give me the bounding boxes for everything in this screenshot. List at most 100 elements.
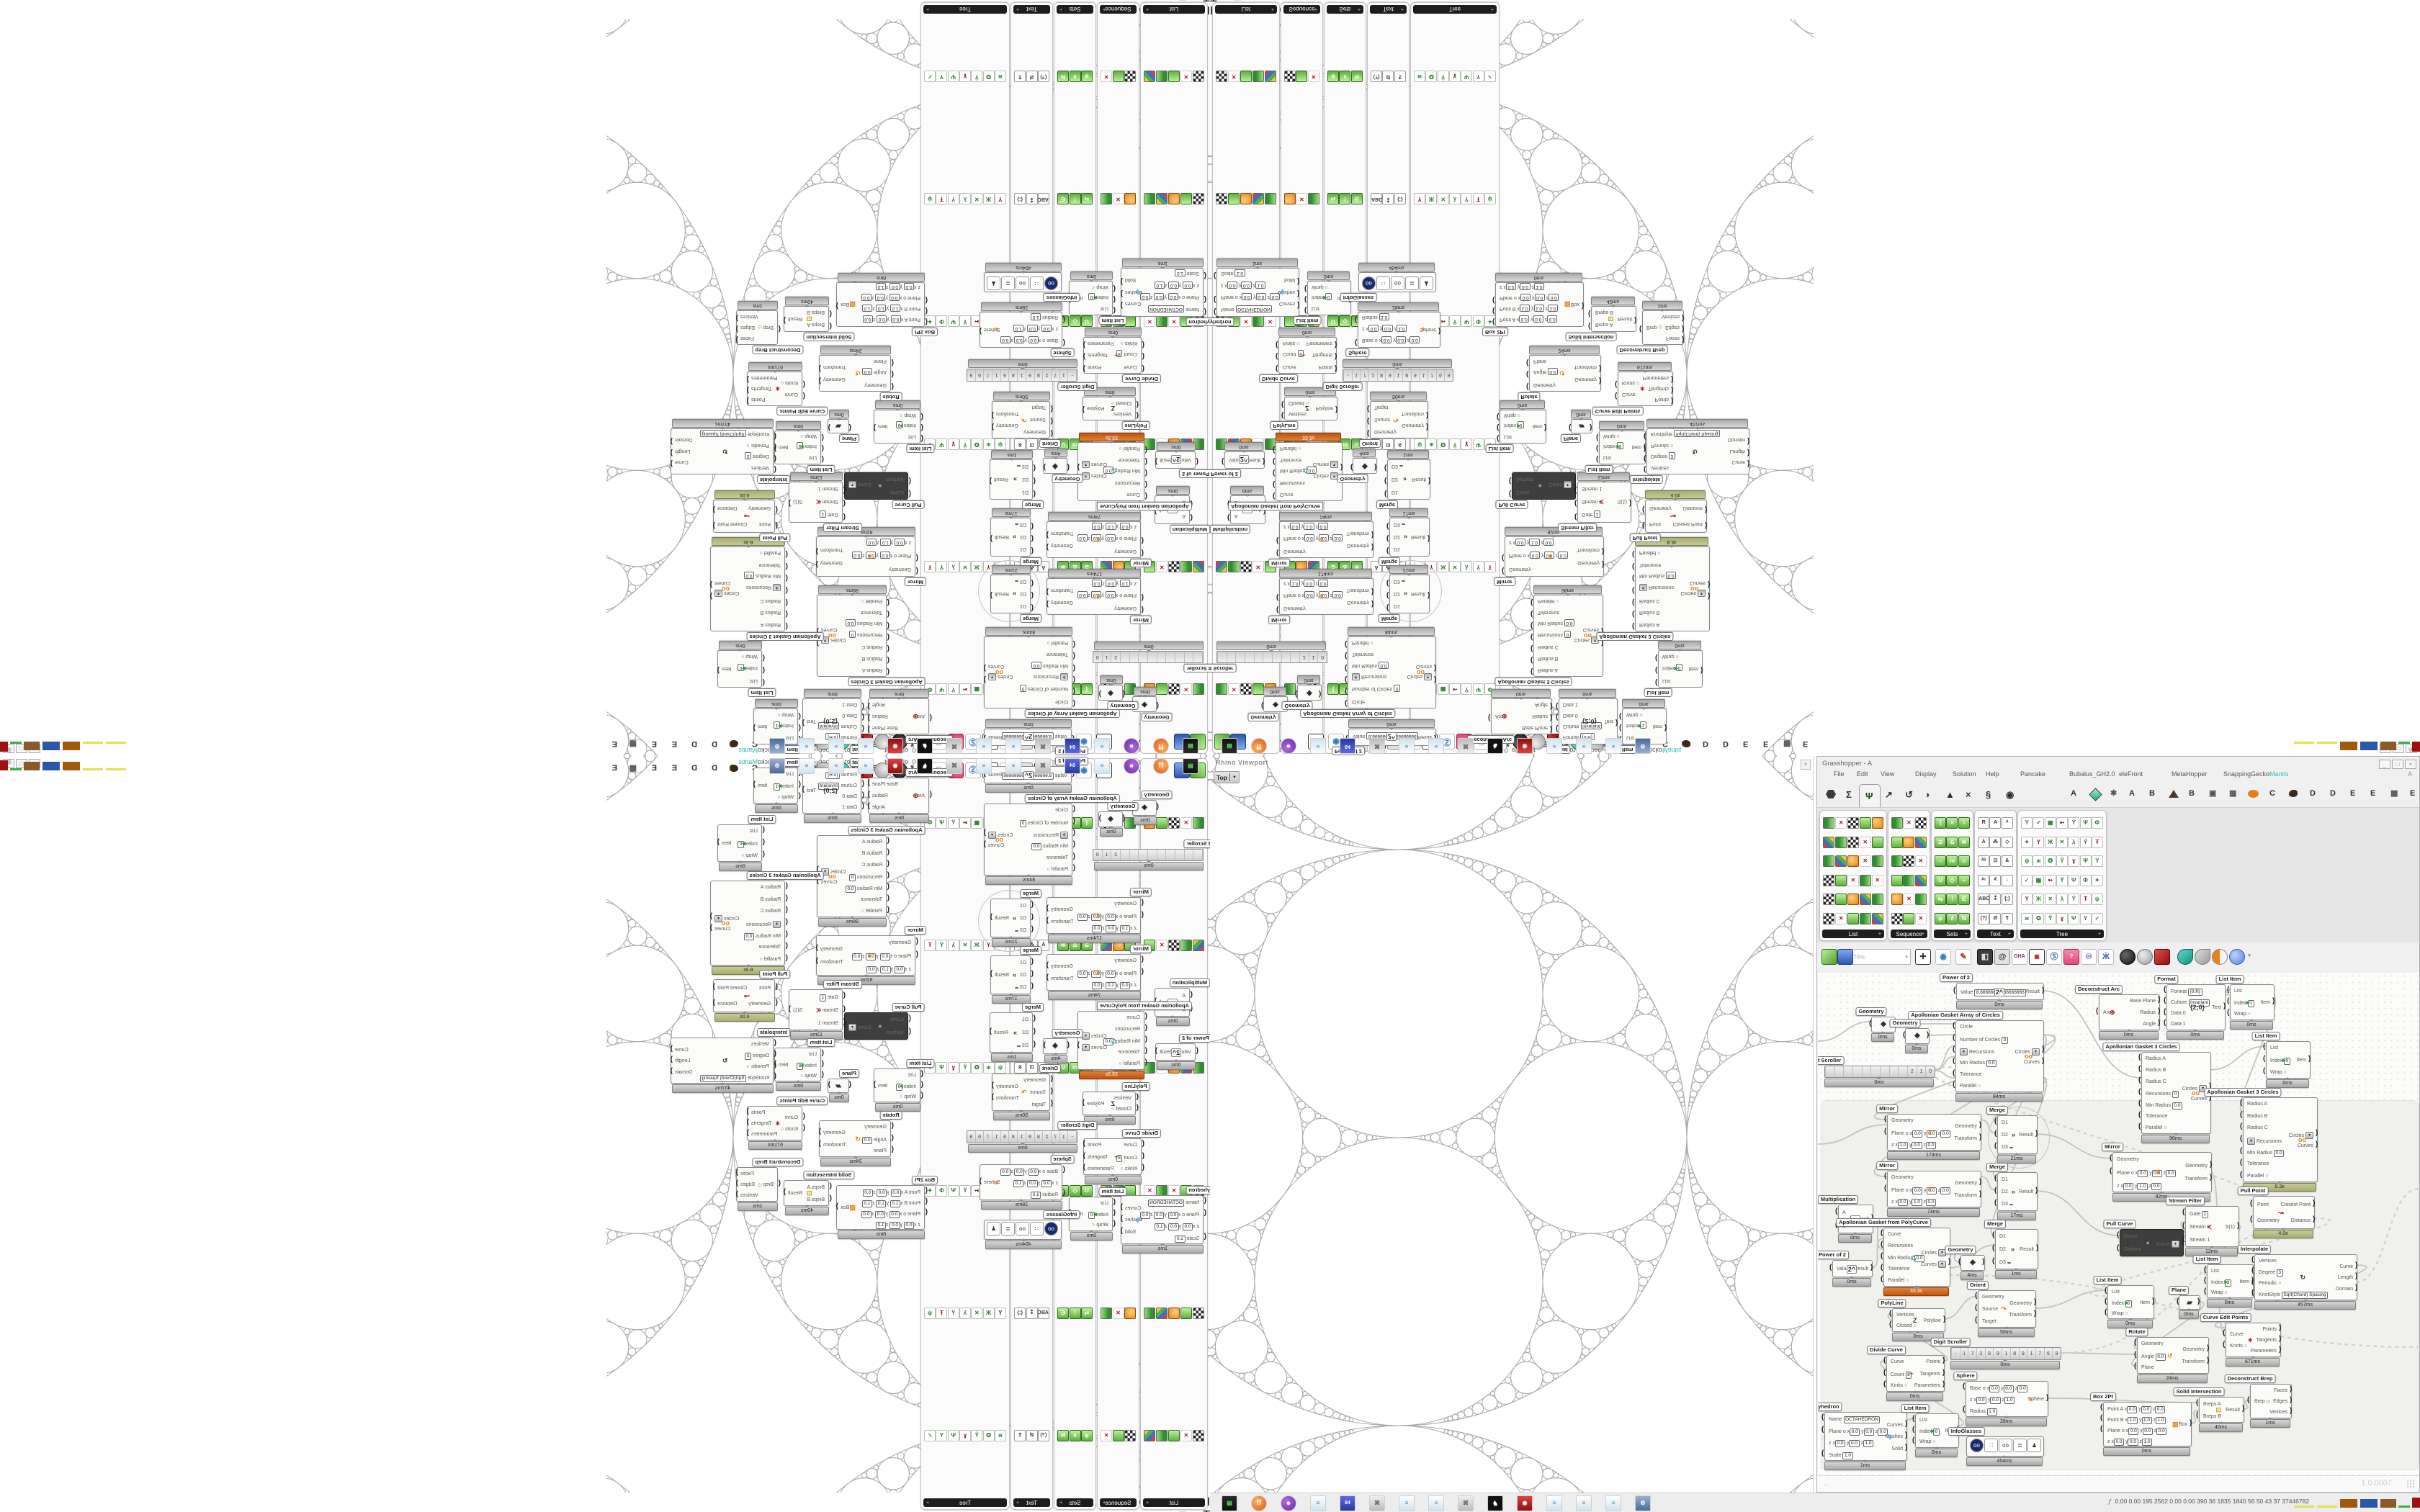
palette-icon[interactable]: ◇ (1339, 315, 1351, 328)
notepad-icon[interactable]: ≡ (1094, 758, 1110, 774)
port-icon[interactable]: ( (887, 906, 889, 914)
component-body[interactable]: Value 8.66666666666666666Result2^ (984, 729, 1072, 746)
port-icon[interactable]: ( (1072, 816, 1075, 825)
port-icon[interactable]: ( (925, 1197, 928, 1205)
palette-icon[interactable]: Ψ (1472, 683, 1484, 695)
port-icon[interactable]: ) (1927, 1031, 1930, 1039)
port-icon[interactable]: ( (1276, 364, 1278, 372)
palette-icon[interactable] (1914, 817, 1927, 829)
port-icon[interactable]: ( (1883, 1368, 1886, 1377)
port-icon[interactable]: ) (670, 437, 673, 446)
port-icon[interactable]: ( (920, 413, 923, 421)
gray-leaf-icon[interactable] (2195, 949, 2210, 965)
port-icon[interactable]: ( (1142, 1151, 1144, 1160)
port-icon[interactable]: ( (1141, 593, 1144, 602)
digit-cell[interactable] (1226, 652, 1236, 662)
port-icon[interactable]: ( (1142, 352, 1144, 361)
tab-plugin-13[interactable]: D (1723, 739, 1729, 748)
palette-icon[interactable]: ✕ (959, 560, 972, 572)
port-icon[interactable]: ( (1345, 687, 1348, 696)
palette-icon[interactable]: ✕ (1168, 315, 1180, 328)
port-icon[interactable]: ) (670, 459, 673, 468)
infoglasses-button[interactable]: oo (1362, 276, 1376, 290)
port-icon[interactable]: ( (2223, 1340, 2226, 1349)
component-body[interactable]: D1 D2 D3 Result» (1389, 518, 1430, 557)
resize-grip[interactable] (2406, 1480, 2415, 1488)
port-icon[interactable]: ( (1276, 341, 1278, 349)
port-icon[interactable]: ( (1367, 405, 1370, 413)
port-icon[interactable]: ( (1072, 687, 1075, 696)
palette-icon[interactable]: λ (959, 1307, 972, 1319)
palette-icon[interactable]: ✪ (971, 438, 983, 450)
port-icon[interactable]: ( (2182, 1234, 2185, 1243)
port-icon[interactable]: ( (848, 423, 851, 431)
port-icon[interactable]: ( (1574, 499, 1577, 508)
port-icon[interactable]: ( (1531, 644, 1533, 652)
port-icon[interactable]: ( (1304, 284, 1307, 292)
port-icon[interactable]: ( (2251, 1255, 2254, 1264)
infoglasses-body[interactable]: oo ∷ oo ≣ ♟ (984, 1220, 1062, 1240)
port-icon[interactable]: ( (1975, 1315, 1978, 1324)
port-icon[interactable]: ) (2158, 1019, 2161, 1027)
palette-icon[interactable] (1192, 71, 1204, 83)
port-icon[interactable]: ) (983, 675, 986, 684)
palette-icon[interactable] (1168, 1307, 1180, 1319)
palette-icon[interactable]: Ŷ (1448, 438, 1461, 450)
port-icon[interactable]: ) (1335, 405, 1338, 414)
port-icon[interactable]: ( (1031, 900, 1034, 909)
notepad-icon[interactable]: ≡ (1576, 738, 1592, 754)
port-icon[interactable]: ( (785, 550, 788, 559)
port-icon[interactable]: ( (1994, 1174, 1997, 1182)
palette-icon[interactable]: φ (1080, 71, 1093, 83)
zoom-select[interactable]: 76% ▾ (1849, 949, 1911, 965)
port-icon[interactable]: ( (802, 391, 805, 400)
port-icon[interactable]: ( (1884, 1127, 1887, 1135)
port-icon[interactable]: ) (746, 374, 749, 383)
palette-group-label[interactable]: Sets + (1327, 5, 1363, 14)
port-icon[interactable]: ( (1122, 814, 1125, 822)
port-icon[interactable]: ) (1428, 534, 1430, 542)
port-icon[interactable]: ( (1953, 1045, 1955, 1053)
port-icon[interactable]: ) (2158, 996, 2161, 1004)
port-icon[interactable]: ) (1083, 1140, 1085, 1148)
palette-icon[interactable]: (?) (1037, 1429, 1049, 1441)
close-button[interactable]: × (2405, 760, 2416, 769)
port-icon[interactable]: ( (2100, 1424, 2103, 1433)
palette-icon[interactable] (1192, 817, 1204, 829)
palette-icon[interactable] (1180, 940, 1192, 952)
infoglasses-button[interactable]: ≣ (1001, 1222, 1015, 1236)
port-icon[interactable]: ( (1903, 1031, 1906, 1039)
palette-icon[interactable]: λ (2068, 836, 2080, 848)
pill-body[interactable]: ◈ (1043, 458, 1067, 474)
drive-green-icon[interactable]: ▤ (1222, 1495, 1237, 1511)
port-icon[interactable]: ( (829, 322, 832, 330)
port-icon[interactable]: ( (1556, 713, 1559, 721)
port-icon[interactable]: ) (1629, 499, 1632, 508)
tab-plugin-16[interactable]: ▩ (2390, 789, 2398, 798)
port-icon[interactable]: ) (867, 779, 870, 787)
palette-icon[interactable]: ✕ (1156, 940, 1168, 952)
digit-cell[interactable] (1184, 850, 1194, 860)
digit-cell[interactable]: 2 (1299, 652, 1309, 662)
palette-icon[interactable]: {;} (1014, 193, 1026, 205)
palette-icon[interactable]: Ø (1382, 71, 1394, 83)
palette-icon[interactable]: ✓ (2021, 874, 2033, 886)
tab-plugin-14[interactable]: E (1743, 739, 1749, 748)
port-icon[interactable]: ( (1136, 411, 1139, 420)
palette-icon[interactable]: ✕ (1180, 817, 1192, 829)
palette-icon[interactable] (1835, 874, 1847, 886)
component-body[interactable]: Value Result 2^ (1155, 1043, 1196, 1061)
pill-body[interactable]: ◈ (1043, 1038, 1067, 1054)
port-icon[interactable]: ( (1994, 1117, 1997, 1125)
component-body[interactable]: Brep Faces Edges Vertices ☼ (736, 1167, 778, 1202)
port-icon[interactable]: ( (887, 883, 889, 891)
palette-icon[interactable]: (?) (1978, 912, 1990, 924)
port-icon[interactable]: ) (989, 1027, 992, 1035)
port-icon[interactable]: ( (2263, 1066, 2266, 1075)
port-icon[interactable]: ) (1905, 1419, 1908, 1428)
palette-icon[interactable] (1859, 912, 1871, 924)
